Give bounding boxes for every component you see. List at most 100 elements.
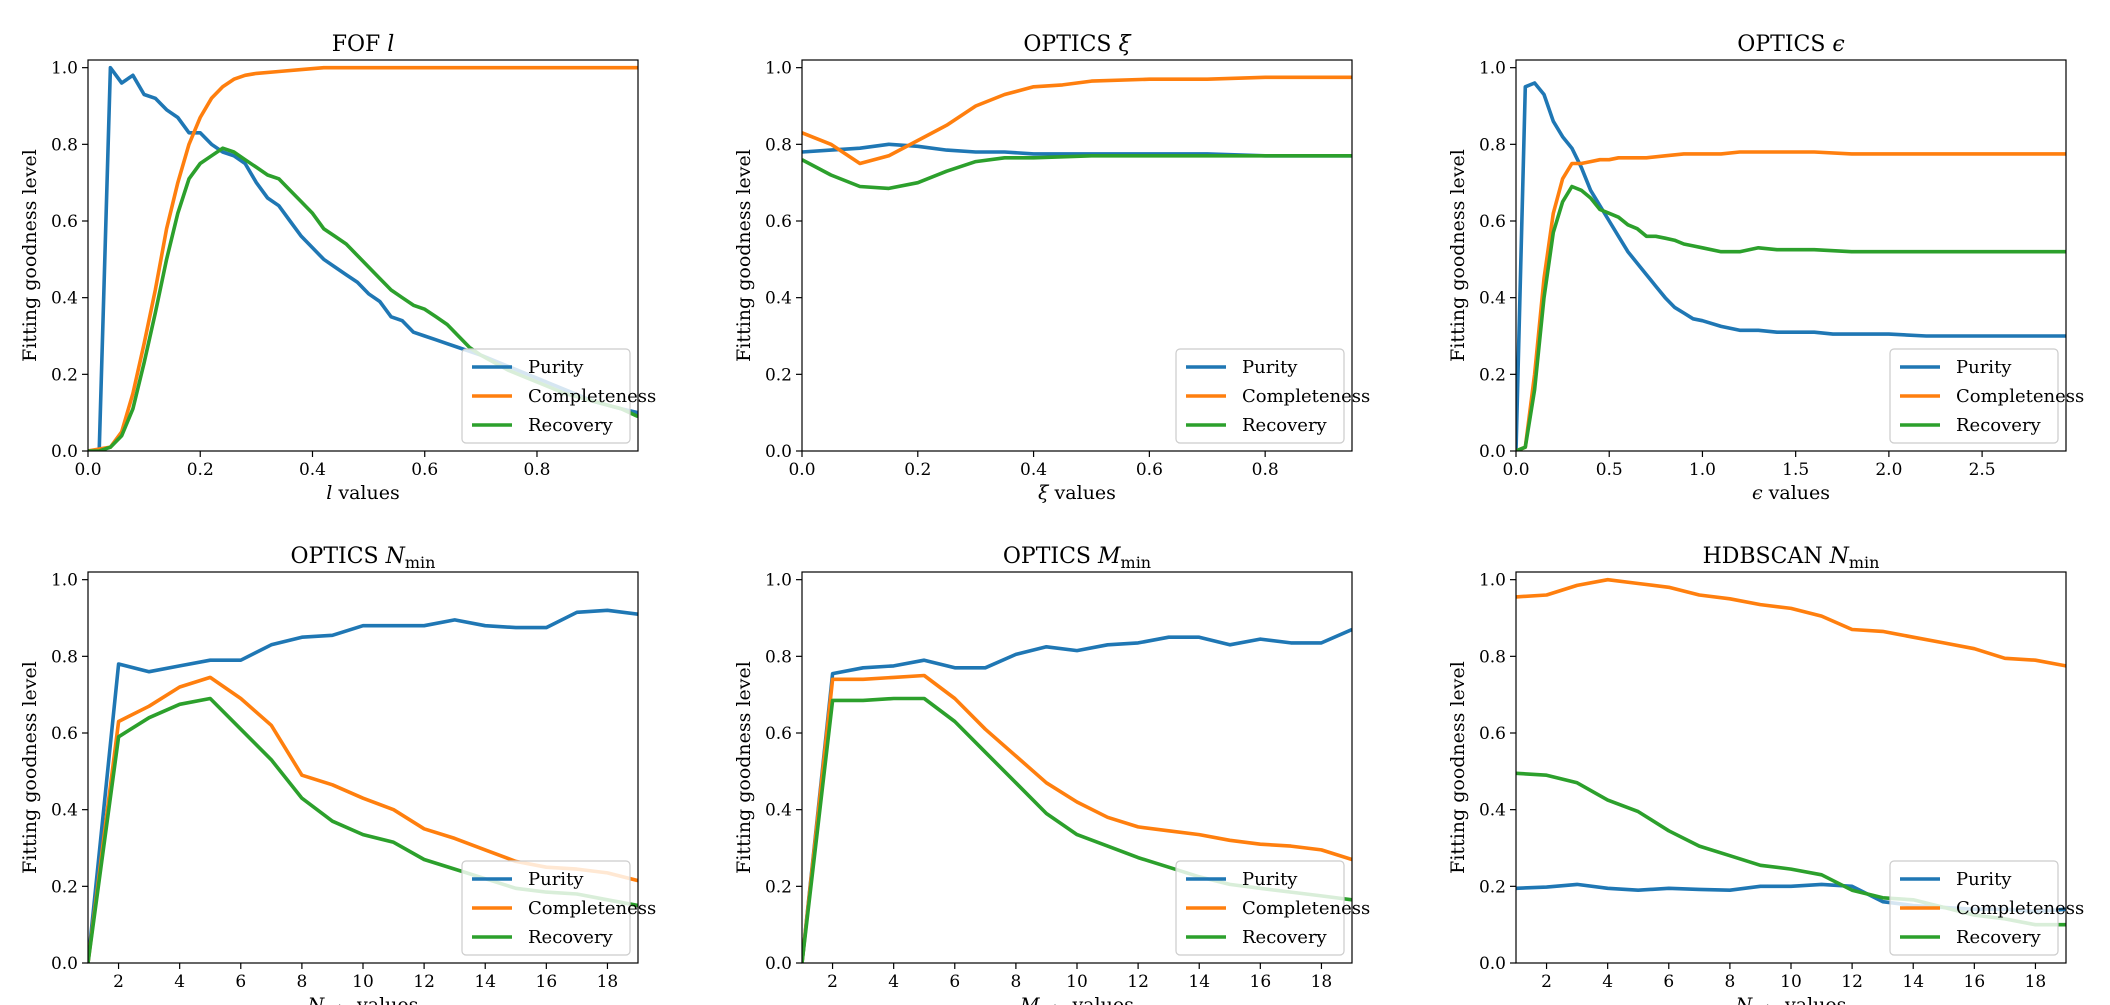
- y-tick-label: 0.0: [51, 442, 78, 462]
- chart-panel-4: OPTICS Nmin 2 4 6 8 10 12 14 16 18 0.0 0.2 0.4 0.6 0.8…: [19, 544, 656, 1005]
- x-tick-label: 6: [1663, 972, 1674, 992]
- x-tick-label: 8: [1010, 972, 1021, 992]
- x-tick-label: 4: [174, 972, 185, 992]
- legend-box: [461, 348, 631, 444]
- axes-frame: [801, 571, 1353, 964]
- x-tick-label: 10: [352, 972, 374, 992]
- series-line-purity: [1516, 81, 2066, 451]
- x-tick-label: 2: [1541, 972, 1552, 992]
- legend: Purity Completeness Recovery: [1889, 860, 2084, 956]
- x-tick-label: 0.0: [788, 460, 815, 480]
- chart-panel-5: OPTICS Mmin 2 4 6 8 10 12 14 16 18 0.0 0.2 0.4 0.6 0.8…: [733, 544, 1370, 1005]
- x-tick-label: 0.2: [187, 460, 214, 480]
- y-axis-label: Fitting goodness level: [1447, 661, 1469, 874]
- x-axis-label: Nmin values: [1735, 994, 1847, 1005]
- x-tick-label: 2.5: [1969, 460, 1996, 480]
- y-tick-label: 0.8: [765, 647, 792, 667]
- x-tick-label: 10: [1780, 972, 1802, 992]
- legend-label-purity: Purity: [1242, 869, 1298, 890]
- series-line-completeness: [1516, 150, 2066, 451]
- y-tick-label: 0.6: [1479, 212, 1506, 232]
- chart-title: FOF l: [332, 32, 395, 57]
- y-tick-label: 0.6: [765, 212, 792, 232]
- legend: Purity Completeness Recovery: [1175, 348, 1370, 444]
- legend: Purity Completeness Recovery: [461, 860, 656, 956]
- axes-frame: [1515, 571, 2067, 964]
- x-tick-label: 14: [1902, 972, 1924, 992]
- x-tick-label: 0.6: [1136, 460, 1163, 480]
- chart-title: OPTICS ξ: [1023, 32, 1132, 57]
- y-axis-label: Fitting goodness level: [19, 149, 41, 362]
- y-tick-label: 0.8: [1479, 647, 1506, 667]
- y-tick-label: 0.2: [1479, 365, 1506, 385]
- y-tick-label: 1.0: [51, 59, 78, 79]
- y-axis-label: Fitting goodness level: [1447, 149, 1469, 362]
- series-line-recovery: [1516, 184, 2066, 451]
- legend-box: [1889, 860, 2059, 956]
- y-tick-label: 0.4: [51, 289, 78, 309]
- x-tick-label: 0.5: [1596, 460, 1623, 480]
- y-tick-label: 0.0: [765, 442, 792, 462]
- x-tick-label: 14: [474, 972, 496, 992]
- x-axis-label: Nmin values: [307, 994, 419, 1005]
- series-line-purity: [88, 608, 638, 963]
- y-tick-label: 0.8: [51, 135, 78, 155]
- x-tick-label: 18: [597, 972, 619, 992]
- x-axis-label: Mmin values: [1019, 994, 1134, 1005]
- x-tick-label: 1.5: [1782, 460, 1809, 480]
- series-line-completeness: [88, 65, 638, 451]
- y-tick-label: 0.2: [51, 877, 78, 897]
- series-line-completeness: [1516, 577, 2066, 668]
- y-tick-label: 0.6: [1479, 724, 1506, 744]
- chart-panel-6: HDBSCAN Nmin 2 4 6 8 10 12 14 16 18 0.0 0.2 0.4 0.6 0.…: [1447, 544, 2084, 1005]
- series-line-completeness: [802, 75, 1352, 166]
- legend-label-completeness: Completeness: [1242, 898, 1370, 919]
- y-tick-label: 0.0: [1479, 442, 1506, 462]
- chart-title: OPTICS ϵ: [1737, 32, 1844, 57]
- x-tick-label: 6: [235, 972, 246, 992]
- x-tick-label: 2: [827, 972, 838, 992]
- y-tick-label: 0.4: [1479, 289, 1506, 309]
- y-tick-label: 0.8: [1479, 135, 1506, 155]
- legend-label-completeness: Completeness: [528, 898, 656, 919]
- x-tick-label: 6: [949, 972, 960, 992]
- legend-label-purity: Purity: [1242, 357, 1298, 378]
- x-tick-label: 0.8: [523, 460, 550, 480]
- x-tick-label: 0.0: [74, 460, 101, 480]
- x-tick-label: 12: [413, 972, 435, 992]
- y-tick-label: 0.8: [765, 135, 792, 155]
- x-axis-label: l values: [326, 482, 400, 504]
- x-tick-label: 12: [1127, 972, 1149, 992]
- y-tick-label: 1.0: [1479, 571, 1506, 591]
- chart-title: OPTICS Mmin: [1003, 544, 1151, 572]
- x-tick-label: 2.0: [1875, 460, 1902, 480]
- legend-label-purity: Purity: [528, 357, 584, 378]
- axes-frame: [87, 59, 639, 452]
- series-line-purity: [802, 142, 1352, 158]
- x-tick-label: 14: [1188, 972, 1210, 992]
- x-tick-label: 0.4: [299, 460, 326, 480]
- y-tick-label: 0.4: [1479, 801, 1506, 821]
- chart-panel-2: OPTICS ξ 0.0 0.2 0.4 0.6 0.8 0.0 0.2 0.4 0.6 0.8 1.…: [733, 32, 1370, 504]
- x-tick-label: 18: [1311, 972, 1333, 992]
- legend-box: [461, 860, 631, 956]
- legend-label-recovery: Recovery: [1242, 927, 1328, 948]
- y-tick-label: 1.0: [51, 571, 78, 591]
- chart-panel-1: FOF l 0.0 0.2 0.4 0.6 0.8 0.0 0.2 0.4 0.6 0.8 1.0 l …: [19, 32, 656, 504]
- y-tick-label: 0.0: [1479, 954, 1506, 974]
- legend-label-purity: Purity: [1956, 869, 2012, 890]
- legend-label-completeness: Completeness: [1956, 898, 2084, 919]
- legend-box: [1175, 860, 1345, 956]
- x-axis-label: ϵ values: [1752, 482, 1830, 504]
- y-tick-label: 1.0: [1479, 59, 1506, 79]
- legend-label-completeness: Completeness: [1956, 386, 2084, 407]
- y-tick-label: 0.2: [1479, 877, 1506, 897]
- x-tick-label: 4: [888, 972, 899, 992]
- y-tick-label: 1.0: [765, 59, 792, 79]
- y-tick-label: 0.4: [51, 801, 78, 821]
- legend: Purity Completeness Recovery: [1175, 860, 1370, 956]
- legend-label-recovery: Recovery: [1956, 415, 2042, 436]
- y-tick-label: 0.8: [51, 647, 78, 667]
- x-tick-label: 0.0: [1502, 460, 1529, 480]
- y-tick-label: 0.2: [765, 877, 792, 897]
